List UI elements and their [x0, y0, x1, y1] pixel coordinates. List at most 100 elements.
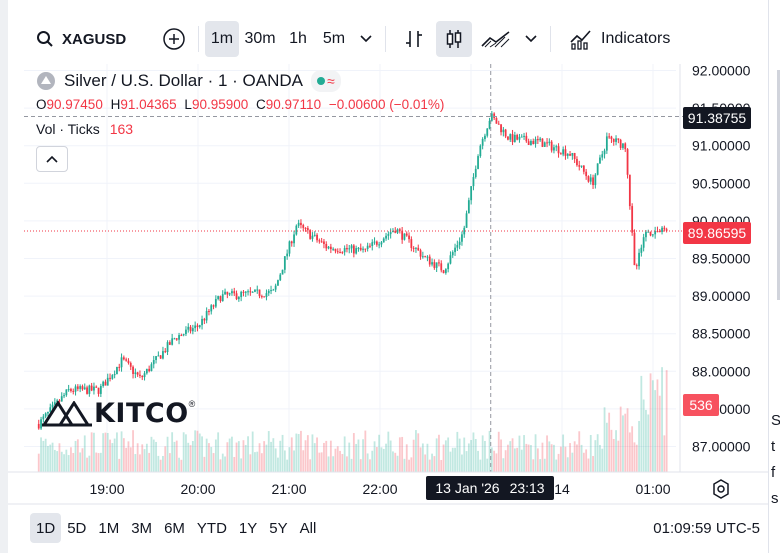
- range-1d[interactable]: 1D: [30, 513, 62, 543]
- candle-body: [196, 325, 199, 328]
- candle-body: [242, 291, 245, 293]
- volume-last-tag: 536: [683, 394, 719, 416]
- candle-body: [221, 294, 224, 301]
- volume-bar: [550, 444, 553, 472]
- candle-body: [378, 244, 381, 246]
- volume-bar: [116, 432, 118, 472]
- range-1m-label: 1M: [98, 519, 120, 537]
- volume-bar: [118, 458, 121, 472]
- candle-body: [116, 366, 118, 374]
- legend-title[interactable]: Silver / U.S. Dollar · 1 · OANDA: [64, 71, 303, 90]
- volume-bar: [442, 444, 445, 472]
- panel-scrollbar[interactable]: [777, 70, 780, 300]
- candle-body: [484, 135, 486, 140]
- candle-body: [451, 252, 454, 256]
- compare-symbol-button[interactable]: [156, 21, 192, 57]
- candle-body: [346, 248, 348, 250]
- range-ytd[interactable]: YTD: [191, 513, 233, 543]
- clock-timezone[interactable]: 01:09:59 UTC-5: [653, 519, 760, 537]
- candle-body: [277, 280, 279, 286]
- volume-bar: [635, 444, 638, 472]
- volume-bar: [511, 438, 514, 472]
- candle-body: [102, 381, 105, 387]
- market-status-badge[interactable]: ≈: [311, 70, 341, 92]
- candle-body: [226, 291, 229, 295]
- volume-legend[interactable]: Vol · Ticks 163: [36, 121, 133, 137]
- range-all[interactable]: All: [294, 513, 323, 543]
- candle-body: [571, 153, 574, 156]
- candle-body: [373, 241, 376, 243]
- volume-bar: [260, 453, 263, 472]
- indicators-button[interactable]: Indicators: [563, 21, 676, 57]
- candle-body: [240, 291, 243, 298]
- chart-settings-button[interactable]: [710, 478, 732, 500]
- volume-bar: [357, 439, 360, 472]
- range-1y[interactable]: 1Y: [233, 513, 263, 543]
- volume-bar: [231, 436, 233, 472]
- volume-bar: [235, 442, 238, 472]
- candle-body: [442, 270, 445, 274]
- interval-1h[interactable]: 1h: [281, 21, 315, 57]
- candle-body: [168, 342, 171, 345]
- range-5d[interactable]: 5D: [61, 513, 92, 543]
- volume-bar: [60, 451, 63, 472]
- time-tick-label: 22:00: [362, 481, 397, 497]
- volume-bar: [106, 432, 109, 472]
- candle-body: [410, 239, 413, 248]
- area-style-button[interactable]: [478, 21, 514, 57]
- range-3m[interactable]: 3M: [125, 513, 158, 543]
- volume-bar: [626, 408, 629, 472]
- range-ytd-label: YTD: [196, 519, 227, 537]
- volume-bar: [47, 445, 49, 472]
- interval-1m[interactable]: 1m: [205, 21, 239, 57]
- candle-body: [122, 357, 125, 360]
- volume-bar: [258, 443, 261, 472]
- candle-body: [189, 326, 192, 332]
- candle-body: [366, 245, 369, 249]
- kitco-logo-icon: [42, 400, 92, 426]
- candle-body: [518, 136, 521, 140]
- bar-style-button[interactable]: [396, 21, 432, 57]
- volume-bar: [162, 455, 164, 472]
- candle-body: [212, 305, 215, 307]
- volume-bar: [111, 443, 114, 472]
- candle-body: [654, 231, 657, 235]
- candle-body: [313, 234, 316, 236]
- volume-bar: [196, 430, 199, 472]
- collapse-legend-button[interactable]: [36, 146, 68, 172]
- symbol-search-button[interactable]: XAGUSD: [20, 21, 146, 57]
- candle-body: [539, 138, 542, 141]
- volume-bar: [525, 443, 528, 472]
- candle-body: [141, 375, 144, 378]
- volume-bar: [486, 458, 489, 472]
- candle-body: [504, 129, 507, 137]
- volume-bar: [277, 457, 279, 472]
- candle-body: [619, 139, 622, 148]
- interval-30m[interactable]: 30m: [241, 21, 279, 57]
- candle-body: [624, 143, 627, 150]
- chart-style-dropdown[interactable]: [518, 21, 544, 57]
- candle-body: [431, 262, 433, 265]
- symbol-label: XAGUSD: [62, 30, 127, 48]
- candle-body: [507, 136, 509, 140]
- candle-body: [647, 231, 650, 233]
- candle-body: [249, 291, 252, 293]
- volume-bar: [576, 444, 578, 472]
- volume-bar: [198, 433, 201, 472]
- candle-body: [99, 386, 102, 394]
- interval-5m[interactable]: 5m: [317, 21, 351, 57]
- range-6m[interactable]: 6M: [158, 513, 191, 543]
- interval-dropdown[interactable]: [353, 21, 379, 57]
- candle-body: [578, 165, 581, 167]
- candle-style-button[interactable]: [436, 21, 472, 57]
- candle-body: [592, 177, 594, 186]
- candle-body: [194, 325, 197, 329]
- candle-body: [555, 146, 558, 148]
- price-chart[interactable]: 92.0000091.5000091.0000090.5000090.00000…: [0, 0, 768, 505]
- range-1m[interactable]: 1M: [92, 513, 125, 543]
- candle-body: [369, 245, 371, 247]
- range-5y[interactable]: 5Y: [263, 513, 293, 543]
- volume-bar: [244, 444, 247, 472]
- candle-body: [83, 387, 86, 390]
